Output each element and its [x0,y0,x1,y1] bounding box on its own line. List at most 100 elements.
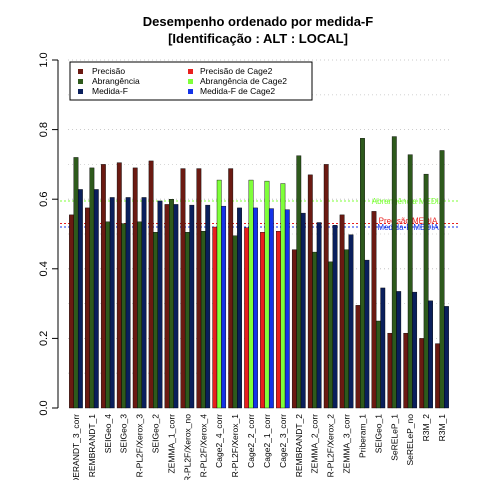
bar-medida-f [141,197,147,409]
bar-precisao [69,214,74,409]
bar-abrangencia [328,261,334,409]
bar-medida-f [444,306,449,409]
bar-abrangencia [248,179,254,409]
bar-abrangencia [360,138,365,409]
y-tick-label: 0.2 [38,331,50,346]
bar-precisao [355,305,361,409]
legend-label: Abrangência de Cage2 [200,76,287,86]
bar-precisao [100,164,106,409]
x-category-label: R3M_2 [421,414,431,442]
legend-swatch [78,69,83,74]
bar-precisao [371,211,377,409]
legend-label: Medida-F de Cage2 [200,86,275,96]
x-axis-labels: RENDERANDT_3_corr REMBRANDT_1 SEIGeo_4 SEIG… [71,414,447,480]
bar-medida-f [396,291,402,409]
x-category-label: R-PL2F/Xerox_4 [198,414,208,478]
bar-precisao [228,168,234,409]
legend-swatch [188,69,193,74]
bar-abrangencia [407,154,413,409]
bar-abrangencia [423,173,429,409]
bar-medida-f [125,197,131,409]
bar-abrangencia [121,223,127,409]
bar-abrangencia [169,198,174,409]
bar-precisao [276,231,281,409]
x-category-label: SEIGeo_4 [103,414,113,453]
x-category-label: R3M_1 [437,414,447,442]
legend-swatch [188,89,193,94]
bar-medida-f [284,209,290,409]
y-tick-label: 0.6 [38,192,50,207]
x-category-label: SeRELeP_1 [389,414,399,461]
x-category-label: SEIGeo_3 [119,414,129,453]
bar-precisao [435,343,441,409]
bar-precisao [148,160,154,409]
legend-swatch [78,89,83,94]
y-tick-label: 0.0 [38,400,50,415]
x-category-label: ZEMMA_2_corr [310,414,320,474]
bar-precisao [419,338,425,409]
bar-medida-f [157,200,163,409]
bar-precisao [403,332,409,409]
x-category-label: SEIGeo_2 [151,414,161,453]
x-category-label: Cage2_1_corr [262,414,272,468]
chart-subtitle: [Identificação : ALT : LOCAL] [168,31,348,46]
x-category-label: REMBRANDT_2 [294,414,304,478]
bar-precisao [85,207,90,409]
y-tick-label: 0.8 [38,122,50,137]
legend-label: Abrangência [92,76,140,86]
x-category-label: Cage2_2_corr [246,414,256,468]
bar-precisao [180,168,186,409]
bar-abrangencia [439,150,445,409]
chart-title: Desempenho ordenado por medida-F [143,14,373,29]
bar-abrangencia [280,183,286,409]
bar-precisao [244,227,250,409]
bar-medida-f [332,225,338,409]
legend-label: Medida-F [92,86,128,96]
x-category-label: ZEMMA_1_corr [166,414,176,474]
bar-medida-f [348,234,354,409]
bar-medida-f [109,197,115,409]
x-category-label: Priberam_1 [357,414,367,458]
bars [69,136,449,409]
bar-precisao [291,249,297,409]
x-category-label: R-PL2F/Xerox_1 [230,414,240,478]
bar-medida-f [364,259,370,409]
bar-abrangencia [89,167,95,409]
bar-abrangencia [200,231,206,409]
bar-medida-f [380,287,386,409]
bar-precisao [132,167,138,409]
bar-abrangencia [105,221,111,409]
bar-abrangencia [232,235,238,409]
bar-medida-f [253,207,258,409]
x-category-label: Cage2_4_corr [214,414,224,468]
x-category-label: Cage2_3_corr [278,414,288,468]
x-category-label: SeRELeP_no [405,414,415,466]
x-category-label: R-PL2F/Xerox_2 [326,414,336,478]
x-category-label: R-PL2F/Xerox_no [182,414,192,480]
y-tick-label: 1.0 [38,52,50,67]
y-axis: 0.0 0.2 0.4 0.6 0.8 1.0 [38,52,59,416]
x-category-label: REMBRANDT_1 [87,414,97,478]
bar-abrangencia [264,180,270,409]
x-category-label: R-PL2F/Xerox_3 [135,414,145,478]
bar-precisao [339,214,345,409]
x-category-label: RENDERANDT_3_corr [71,414,81,480]
legend-label: Precisão de Cage2 [200,66,273,76]
bar-medida-f [173,204,179,409]
bar-medida-f [268,208,274,409]
bar-medida-f [189,204,195,409]
bar-precisao [323,164,329,409]
bar-abrangencia [296,155,302,409]
bar-medida-f [412,291,418,409]
bar-precisao [164,204,170,409]
bar-abrangencia [312,251,318,409]
bar-abrangencia [153,232,158,409]
bar-abrangencia [216,179,222,409]
bar-abrangencia [344,249,349,409]
bar-abrangencia [184,232,190,409]
bar-medida-f [316,222,322,409]
bar-precisao [212,226,218,409]
